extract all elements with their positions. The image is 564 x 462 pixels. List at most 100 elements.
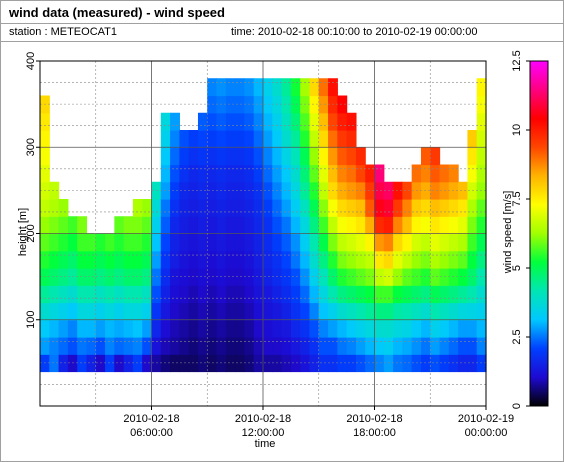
heatmap-cell — [458, 181, 469, 200]
heatmap-cell — [272, 199, 283, 217]
y-axis-label: height [m] — [17, 208, 29, 256]
heatmap-cell — [272, 95, 283, 114]
heatmap-cell — [430, 199, 441, 217]
heatmap-cell — [197, 199, 208, 217]
heatmap-cell — [393, 302, 403, 321]
heatmap-cell — [77, 233, 88, 252]
heatmap-cell — [476, 164, 487, 183]
heatmap-cell — [448, 285, 459, 304]
heatmap-cell — [383, 233, 394, 252]
heatmap-cell — [253, 319, 264, 338]
heatmap-cell — [430, 302, 441, 321]
heatmap-cell — [244, 164, 255, 183]
heatmap-cell — [337, 268, 348, 286]
chart-title: wind data (measured) - wind speed — [9, 5, 225, 20]
heatmap-cell — [365, 337, 376, 355]
heatmap-cell — [86, 250, 97, 269]
heatmap-cell — [188, 337, 199, 355]
heatmap-cell — [170, 268, 180, 286]
heatmap-cell — [467, 164, 478, 183]
heatmap-cell — [40, 319, 50, 338]
heatmap-cell — [58, 302, 69, 321]
heatmap-cell — [58, 250, 69, 269]
heatmap-cell — [160, 233, 171, 252]
heatmap-cell — [337, 216, 348, 235]
colorbar-ticks: 0 2.5 5 7.5 10 12.5 — [511, 50, 530, 409]
heatmap-cell — [105, 319, 115, 338]
heatmap-cell — [281, 268, 292, 286]
y-axis-ticks: 100 200 300 400 — [25, 52, 40, 329]
heatmap-cell — [40, 147, 50, 166]
heatmap-cell — [355, 147, 366, 166]
heatmap-cell — [448, 199, 459, 217]
heatmap-cell — [197, 319, 208, 338]
heatmap-cell — [290, 130, 301, 148]
heatmap-cell — [207, 78, 218, 97]
heatmap-cell — [458, 319, 469, 338]
time-range-label: time: 2010-02-18 00:10:00 to 2010-02-19 … — [231, 26, 478, 38]
heatmap-cell — [244, 130, 255, 148]
heatmap-cell — [439, 199, 450, 217]
heatmap-cell — [263, 302, 273, 321]
heatmap-cell — [216, 319, 227, 338]
heatmap-cell — [318, 216, 329, 235]
heatmap-cell — [253, 268, 264, 286]
heatmap-cell — [430, 164, 441, 183]
heatmap-cell — [170, 130, 180, 148]
heatmap-cell — [300, 147, 311, 166]
heatmap-cell — [346, 164, 357, 183]
heatmap-cell — [281, 354, 292, 373]
heatmap-cell — [346, 112, 357, 131]
heatmap-cell — [393, 337, 403, 355]
heatmap-cell — [216, 337, 227, 355]
heatmap-cell — [448, 337, 459, 355]
heatmap-cell — [263, 95, 273, 114]
heatmap-cell — [476, 319, 487, 338]
heatmap-cell — [105, 285, 115, 304]
heatmap-cell — [476, 147, 487, 166]
heatmap-cell — [197, 302, 208, 321]
heatmap-cell — [393, 319, 403, 338]
heatmap-cell — [170, 233, 180, 252]
heatmap-cell — [355, 285, 366, 304]
heatmap-cell — [374, 302, 385, 321]
heatmap-cell — [207, 285, 218, 304]
heatmap-cell — [328, 199, 338, 217]
heatmap-cell — [309, 233, 320, 252]
heatmap-cell — [95, 250, 106, 269]
heatmap-cell — [86, 285, 97, 304]
heatmap-cell — [86, 268, 97, 286]
heatmap-cell — [235, 130, 246, 148]
heatmap-cell — [355, 216, 366, 235]
heatmap-cell — [170, 164, 180, 183]
heatmap-cell — [355, 233, 366, 252]
heatmap-cell — [142, 354, 153, 373]
heatmap-cell — [263, 268, 273, 286]
heatmap-cell — [170, 319, 180, 338]
heatmap-cell — [123, 250, 134, 269]
heatmap-cell — [337, 199, 348, 217]
heatmap-cell — [216, 112, 227, 131]
heatmap-cell — [58, 216, 69, 235]
heatmap-cell — [207, 233, 218, 252]
heatmap-cell — [272, 78, 283, 97]
colorbar-tick-label: 10 — [511, 124, 523, 136]
heatmap-cell — [458, 216, 469, 235]
heatmap-cell — [476, 302, 487, 321]
heatmap-cell — [263, 164, 273, 183]
heatmap-cell — [430, 354, 441, 373]
heatmap-cell — [49, 354, 60, 373]
heatmap-cell — [170, 250, 180, 269]
heatmap-cell — [346, 216, 357, 235]
heatmap-cell — [272, 250, 283, 269]
heatmap-cell — [272, 233, 283, 252]
heatmap-cell — [393, 354, 403, 373]
heatmap-cell — [253, 233, 264, 252]
heatmap-cell — [300, 199, 311, 217]
heatmap-cell — [300, 319, 311, 338]
heatmap-cell — [281, 216, 292, 235]
heatmap-cell — [132, 302, 143, 321]
heatmap-cell — [393, 233, 403, 252]
heatmap-cell — [49, 250, 60, 269]
grid-lines — [40, 61, 486, 406]
